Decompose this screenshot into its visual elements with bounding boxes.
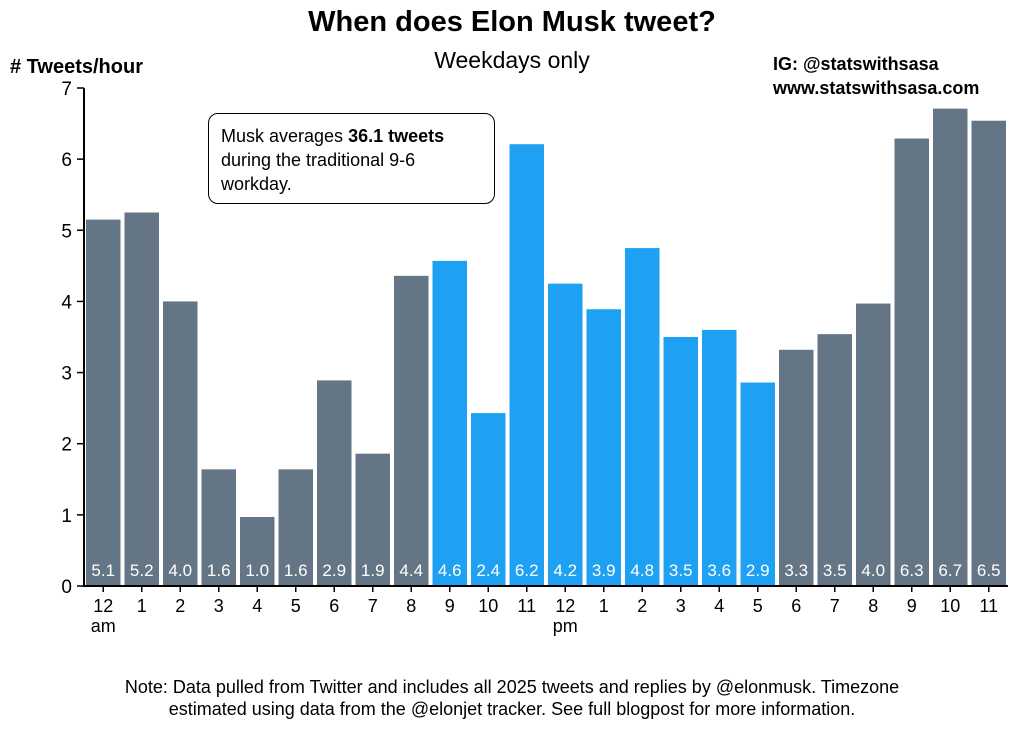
bar-value-label-11: 6.2 xyxy=(515,561,539,580)
chart-subtitle: Weekdays only xyxy=(434,47,590,73)
x-tick-label-13: 1 xyxy=(599,596,609,616)
bar-value-label-0: 5.1 xyxy=(91,561,115,580)
bar-0 xyxy=(86,219,121,586)
x-tick-label-16: 4 xyxy=(714,596,724,616)
bar-7 xyxy=(355,453,390,586)
x-tick-label-23: 11 xyxy=(979,596,998,616)
credit-website: www.statswithsasa.com xyxy=(773,78,980,98)
bar-value-label-15: 3.5 xyxy=(669,561,693,580)
x-tick-label-20: 8 xyxy=(868,596,878,616)
bar-23 xyxy=(971,120,1006,587)
bar-6 xyxy=(317,380,352,586)
y-axis-label: # Tweets/hour xyxy=(10,56,143,78)
x-tick-label-9: 9 xyxy=(445,596,455,616)
annotation-suffix: during the traditional 9-6 workday. xyxy=(221,150,416,194)
annotation-box: Musk averages 36.1 tweets during the tra… xyxy=(208,113,495,204)
bar-value-label-5: 1.6 xyxy=(284,561,308,580)
bar-1 xyxy=(124,212,159,586)
y-tick-label-3: 3 xyxy=(61,364,72,385)
bar-value-label-20: 4.0 xyxy=(861,561,885,580)
y-tick-label-7: 7 xyxy=(61,79,72,100)
credit: IG: @statswithsasa www.statswithsasa.com xyxy=(773,52,979,100)
x-tick-label-2: 2 xyxy=(175,596,185,616)
y-tick-label-2: 2 xyxy=(61,435,72,456)
bar-value-label-9: 4.6 xyxy=(438,561,462,580)
bar-22 xyxy=(933,108,968,586)
bar-10 xyxy=(471,413,506,586)
bar-value-label-23: 6.5 xyxy=(977,561,1001,580)
x-tick-label-1: 1 xyxy=(137,596,147,616)
y-tick-label-5: 5 xyxy=(61,221,72,242)
bar-19 xyxy=(817,334,852,586)
x-tick-label-14: 2 xyxy=(637,596,647,616)
x-tick-label-18: 6 xyxy=(791,596,801,616)
bar-13 xyxy=(586,309,621,586)
annotation-prefix: Musk averages xyxy=(221,126,349,146)
x-tick-label-17: 5 xyxy=(753,596,763,616)
bar-16 xyxy=(702,329,737,586)
annotation-highlight: 36.1 tweets xyxy=(348,126,445,146)
bar-18 xyxy=(779,349,814,586)
bar-value-label-10: 2.4 xyxy=(476,561,500,580)
x-tick-label-7: 7 xyxy=(368,596,378,616)
y-tick-label-0: 0 xyxy=(61,577,72,598)
bar-value-label-7: 1.9 xyxy=(361,561,385,580)
bar-value-label-14: 4.8 xyxy=(630,561,654,580)
bar-value-label-19: 3.5 xyxy=(823,561,847,580)
x-tick-label-11: 11 xyxy=(517,596,536,616)
bar-value-label-18: 3.3 xyxy=(784,561,808,580)
chart-title: When does Elon Musk tweet? xyxy=(308,6,716,38)
bar-11 xyxy=(509,144,544,586)
x-tick-label-3: 3 xyxy=(214,596,224,616)
bar-value-label-1: 5.2 xyxy=(130,561,154,580)
bar-value-label-13: 3.9 xyxy=(592,561,616,580)
y-tick-label-4: 4 xyxy=(61,292,72,313)
x-tick-label-0: 12 am xyxy=(91,596,116,636)
bar-15 xyxy=(663,337,698,586)
x-tick-label-15: 3 xyxy=(676,596,686,616)
bar-8 xyxy=(394,275,429,586)
x-tick-label-19: 7 xyxy=(830,596,840,616)
bar-21 xyxy=(894,138,929,587)
x-tick-label-10: 10 xyxy=(478,596,498,616)
bar-value-label-21: 6.3 xyxy=(900,561,924,580)
bar-2 xyxy=(163,301,198,586)
x-tick-label-21: 9 xyxy=(907,596,917,616)
bar-value-label-2: 4.0 xyxy=(168,561,192,580)
bar-14 xyxy=(625,248,660,587)
bar-17 xyxy=(740,382,775,586)
bar-value-label-12: 4.2 xyxy=(553,561,577,580)
credit-instagram: IG: @statswithsasa xyxy=(773,54,939,74)
x-tick-label-8: 8 xyxy=(406,596,416,616)
bar-value-label-4: 1.0 xyxy=(245,561,269,580)
bar-9 xyxy=(432,260,467,586)
bar-value-label-22: 6.7 xyxy=(938,561,962,580)
bar-5 xyxy=(278,469,313,586)
bar-12 xyxy=(548,283,583,586)
footnote-line-2: estimated using data from the @elonjet t… xyxy=(168,699,856,719)
y-tick-label-6: 6 xyxy=(61,150,72,171)
x-tick-label-22: 10 xyxy=(940,596,960,616)
bar-20 xyxy=(856,303,891,586)
footnote-line-1: Note: Data pulled from Twitter and inclu… xyxy=(124,677,900,697)
x-tick-label-12: 12 pm xyxy=(553,596,578,636)
bar-3 xyxy=(201,469,236,586)
bar-value-label-6: 2.9 xyxy=(322,561,346,580)
x-tick-label-4: 4 xyxy=(252,596,262,616)
bar-4 xyxy=(240,516,275,586)
x-tick-label-6: 6 xyxy=(329,596,339,616)
bar-value-label-16: 3.6 xyxy=(707,561,731,580)
bar-value-label-3: 1.6 xyxy=(207,561,231,580)
x-tick-label-5: 5 xyxy=(291,596,301,616)
bar-value-label-17: 2.9 xyxy=(746,561,770,580)
bar-value-label-8: 4.4 xyxy=(399,561,423,580)
y-tick-label-1: 1 xyxy=(61,506,72,527)
footnote: Note: Data pulled from Twitter and inclu… xyxy=(0,676,1024,720)
